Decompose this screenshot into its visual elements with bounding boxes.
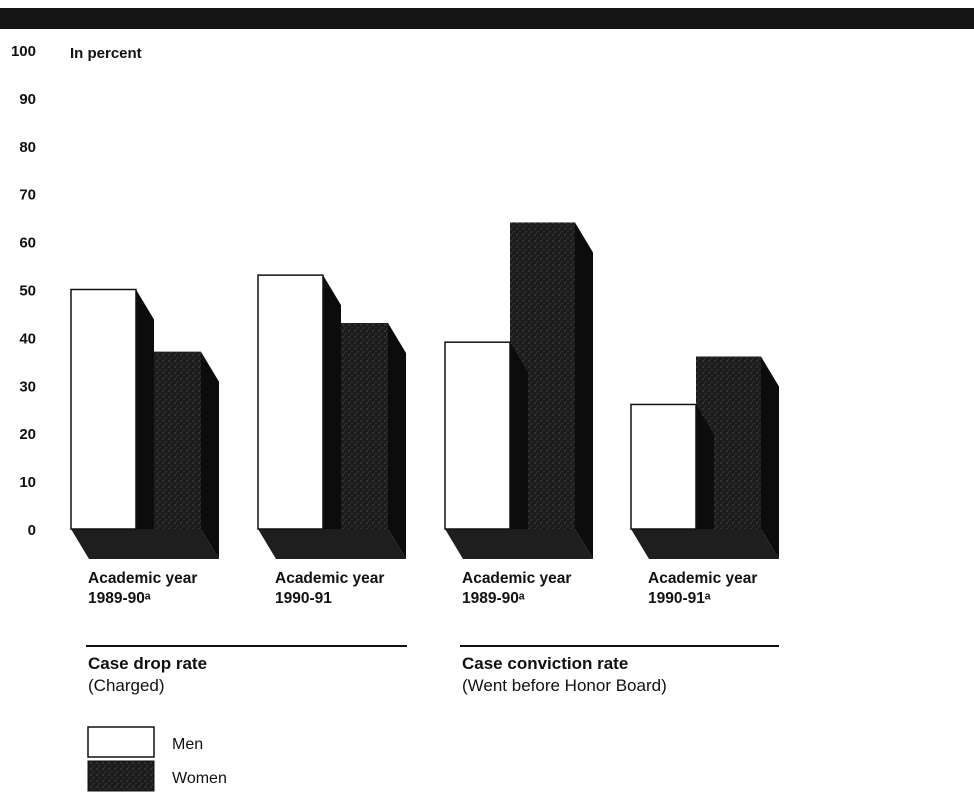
category-label-1: Academic year 1989-90ᵃ (88, 570, 197, 607)
y-tick-label: 10 (19, 474, 36, 491)
y-axis-ticks: 0 10 20 30 40 50 60 70 80 90 100 (11, 43, 36, 539)
legend: Men Women (87, 726, 227, 792)
group-subtitle-drop-rate: (Charged) (88, 676, 165, 695)
bars (70, 222, 779, 559)
y-tick-label: 40 (19, 330, 36, 347)
y-tick-label: 0 (28, 522, 36, 539)
group-title-drop-rate: Case drop rate (88, 654, 207, 673)
bar-men (70, 288, 137, 530)
legend-swatch-men (87, 726, 155, 758)
bar-men (444, 341, 511, 530)
y-tick-label: 60 (19, 235, 36, 252)
category-label-3: Academic year 1989-90ᵃ (462, 570, 571, 607)
bar-men-side (323, 275, 341, 529)
category-label-line1: Academic year (275, 570, 384, 587)
category-label-line1: Academic year (462, 570, 571, 587)
category-label-line2: 1989-90ᵃ (462, 590, 525, 607)
category-label-line2: 1989-90ᵃ (88, 590, 151, 607)
legend-swatch-women (87, 760, 155, 792)
y-tick-label: 90 (19, 91, 36, 108)
bar-men-side (696, 404, 714, 529)
bar-floor (631, 529, 779, 559)
legend-label-men: Men (172, 736, 203, 753)
category-label-line1: Academic year (648, 570, 757, 587)
y-tick-label: 70 (19, 187, 36, 204)
category-label-line2: 1990-91ᵃ (648, 590, 711, 607)
bar-floor (71, 529, 219, 559)
bar-floor (258, 529, 406, 559)
category-label-line1: Academic year (88, 570, 197, 587)
bar-men (630, 403, 697, 530)
y-tick-label: 50 (19, 283, 36, 300)
bar-floors (71, 529, 779, 559)
y-tick-label: 20 (19, 426, 36, 443)
category-label-line2: 1990-91 (275, 590, 332, 607)
y-tick-label: 80 (19, 139, 36, 156)
bar-men-side (136, 289, 154, 529)
y-tick-label: 100 (11, 43, 36, 60)
bar-floor (445, 529, 593, 559)
bar-men (257, 274, 324, 530)
group-title-conviction-rate: Case conviction rate (462, 654, 628, 673)
bar-men-side (510, 342, 528, 529)
category-label-2: Academic year 1990-91 (275, 570, 384, 607)
group-subtitle-conviction-rate: (Went before Honor Board) (462, 676, 667, 695)
unit-label: In percent (70, 45, 142, 62)
legend-label-women: Women (172, 770, 227, 787)
category-label-4: Academic year 1990-91ᵃ (648, 570, 757, 607)
y-tick-label: 30 (19, 378, 36, 395)
top-banner-bar (0, 8, 974, 29)
